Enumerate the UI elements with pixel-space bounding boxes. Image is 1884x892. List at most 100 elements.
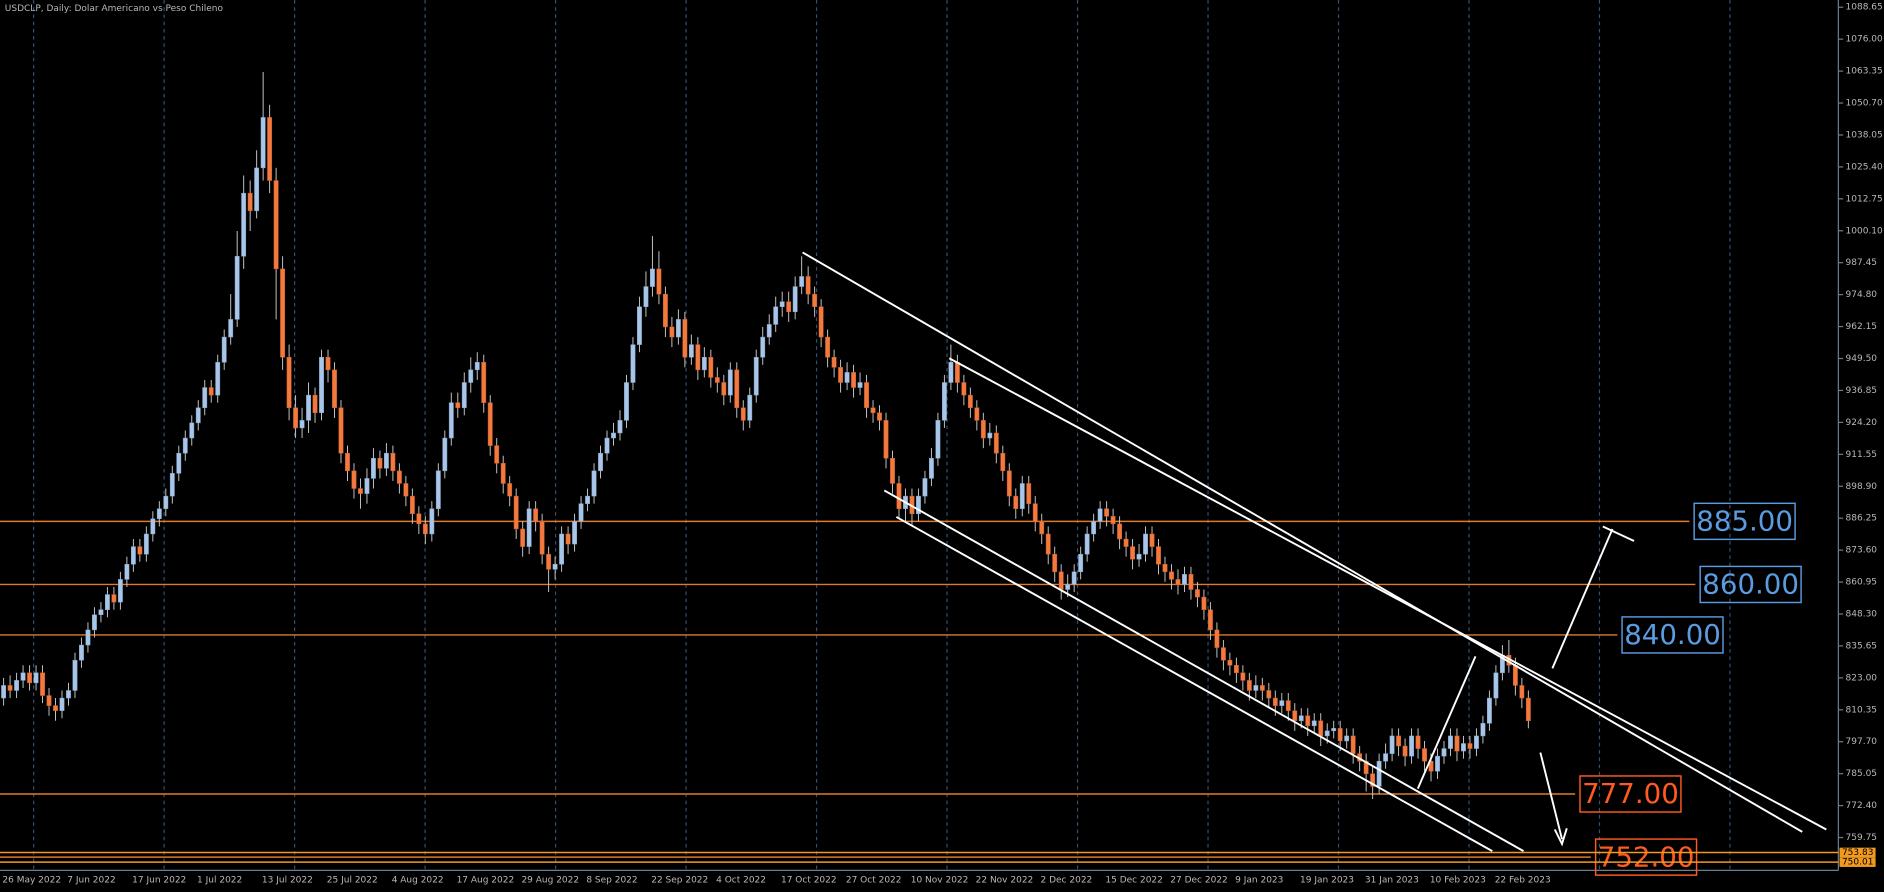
y-tick-label: 1038.05 — [1846, 130, 1883, 140]
candle-body — [1104, 508, 1110, 517]
candle-body — [708, 357, 714, 378]
candle-body — [345, 452, 350, 472]
candle-body — [59, 697, 65, 711]
candle-body — [455, 402, 461, 408]
candle-body — [604, 437, 610, 454]
candle-body — [630, 344, 636, 383]
candle-body — [1350, 735, 1356, 754]
candle-body — [1110, 516, 1116, 525]
candle-body — [1045, 533, 1051, 555]
candle-body — [721, 382, 727, 396]
candle-body — [228, 319, 234, 338]
candle-body — [1071, 571, 1077, 585]
x-tick-label: 19 Jan 2023 — [1300, 875, 1354, 885]
candle-body — [396, 470, 402, 484]
candle-body — [247, 192, 253, 212]
candle-body — [734, 369, 740, 408]
x-tick-label: 22 Nov 2022 — [976, 875, 1034, 885]
y-tick-label: 1063.35 — [1846, 67, 1883, 77]
candle-body — [306, 394, 311, 421]
level-box — [1594, 838, 1698, 876]
candle-body — [786, 301, 792, 313]
candle-body — [857, 382, 863, 388]
candle-body — [591, 470, 597, 497]
candle-body — [701, 357, 707, 371]
y-tick-label: 823.00 — [1846, 673, 1878, 683]
candle-body — [371, 457, 376, 479]
candle-body — [1493, 672, 1499, 699]
candle-body — [221, 336, 227, 363]
candle-body — [1182, 574, 1187, 585]
candle-body — [578, 503, 584, 522]
arrow-head — [1553, 828, 1568, 847]
candle-body — [105, 594, 110, 610]
x-tick-label: 1 Jul 2022 — [197, 875, 242, 885]
x-tick-label: 17 Aug 2022 — [457, 875, 515, 885]
x-tick-label: 27 Dec 2022 — [1170, 875, 1227, 885]
candle-body — [572, 521, 577, 545]
y-tick-label: 924.20 — [1846, 418, 1878, 428]
candle-body — [825, 336, 831, 358]
candle-body — [922, 478, 928, 497]
candle-body — [72, 659, 78, 691]
trend-drawings — [802, 251, 1827, 852]
candle-body — [838, 367, 843, 383]
candle-body — [1311, 720, 1317, 727]
candle-body — [338, 407, 344, 454]
candle-body — [883, 420, 889, 459]
x-tick-label: 4 Aug 2022 — [392, 875, 444, 885]
candle-body — [422, 523, 428, 535]
candle-body — [1026, 483, 1032, 504]
candle-body — [1428, 760, 1434, 772]
y-tick-label: 886.25 — [1846, 514, 1877, 524]
candle-body — [474, 362, 480, 371]
candle-body — [1000, 452, 1006, 472]
level-box — [1693, 502, 1796, 541]
candle-body — [1039, 521, 1045, 535]
candle-body — [1169, 571, 1174, 580]
candle-body — [280, 268, 286, 358]
x-tick-label: 22 Sep 2022 — [651, 875, 708, 885]
y-tick-label: 848.30 — [1846, 609, 1878, 619]
candle-body — [870, 407, 876, 414]
candle-body — [1474, 735, 1479, 749]
candle-body — [559, 533, 564, 565]
candle-body — [1266, 690, 1272, 699]
candle-body — [1409, 735, 1414, 757]
level-label: 840.00 — [1624, 618, 1721, 651]
y-tick-label: 1000.10 — [1846, 226, 1883, 236]
candle-body — [624, 382, 629, 421]
y-tick-label: 772.40 — [1846, 801, 1878, 811]
candle-body — [740, 407, 746, 421]
x-tick-label: 9 Jan 2023 — [1235, 875, 1283, 885]
candle-body — [792, 286, 798, 313]
candle-body — [552, 564, 558, 570]
candle-body — [935, 420, 941, 459]
candle-body — [637, 306, 642, 345]
candle-body — [818, 306, 824, 338]
level-box — [1621, 616, 1724, 654]
candle-body — [1220, 647, 1226, 661]
candle-body — [267, 117, 273, 181]
candle-body — [85, 629, 91, 646]
candle-body — [1143, 533, 1148, 555]
y-tick-label: 962.15 — [1846, 322, 1877, 332]
candle-body — [812, 293, 818, 307]
candle-body — [14, 680, 19, 691]
chart-title: USDCLP, Daily: Dolar Americano vs Peso C… — [5, 4, 224, 14]
candle-body — [234, 256, 240, 320]
candle-body — [1272, 697, 1278, 706]
candle-body — [1123, 538, 1129, 547]
candle-body — [46, 695, 52, 706]
candle-body — [169, 473, 175, 497]
candle-body — [1461, 743, 1466, 752]
candle-body — [442, 437, 448, 472]
candle-body — [1441, 748, 1447, 757]
y-tick-label: 1088.65 — [1846, 3, 1883, 13]
candle-body — [799, 276, 805, 287]
y-tick-label: 759.75 — [1846, 833, 1877, 843]
candle-body — [877, 412, 882, 421]
level-label: 885.00 — [1696, 505, 1793, 538]
